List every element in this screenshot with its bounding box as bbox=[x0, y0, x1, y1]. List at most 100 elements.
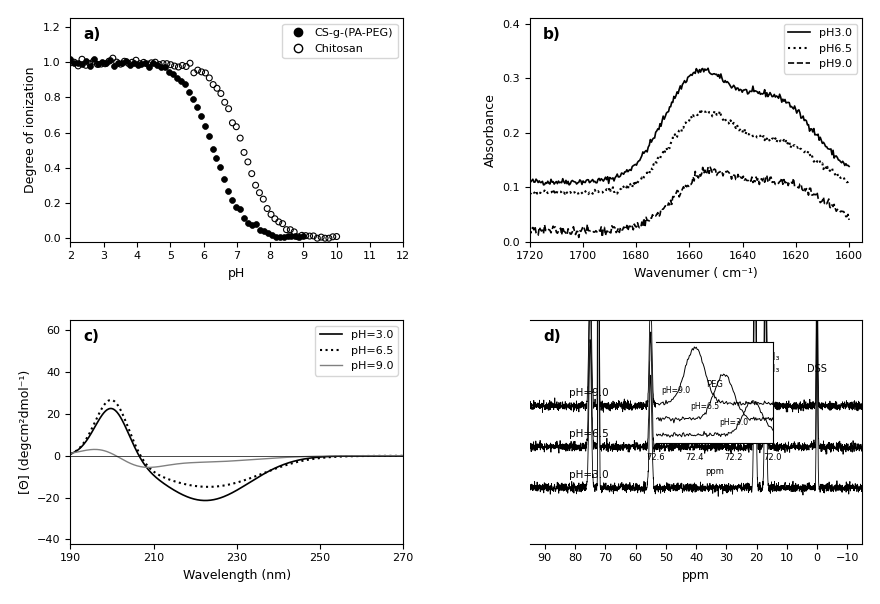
Point bbox=[260, 204, 275, 213]
Point bbox=[102, 56, 116, 66]
Point bbox=[256, 194, 270, 204]
Point bbox=[91, 60, 105, 69]
Text: pH=3.0: pH=3.0 bbox=[569, 471, 609, 480]
Point bbox=[156, 59, 170, 68]
pH=9.0 bbox=[143, 464, 154, 471]
Point bbox=[275, 219, 290, 228]
Point bbox=[164, 60, 178, 69]
Point bbox=[117, 56, 131, 66]
Point bbox=[314, 233, 328, 242]
Point bbox=[86, 56, 100, 66]
Point bbox=[194, 112, 208, 121]
Line: pH3.0: pH3.0 bbox=[530, 68, 849, 185]
pH3.0 bbox=[564, 181, 575, 188]
pH=3.0 bbox=[198, 497, 209, 504]
pH=6.5 bbox=[65, 451, 76, 458]
Y-axis label: Absorbance: Absorbance bbox=[484, 93, 496, 167]
Point bbox=[210, 83, 224, 93]
Point bbox=[206, 80, 220, 89]
pH9.0 bbox=[525, 230, 536, 237]
Point bbox=[135, 59, 149, 68]
pH6.5 bbox=[574, 191, 584, 199]
Point bbox=[253, 188, 267, 198]
Text: a): a) bbox=[84, 27, 101, 42]
Point bbox=[75, 54, 89, 64]
Point bbox=[186, 94, 200, 103]
X-axis label: ppm: ppm bbox=[682, 569, 710, 582]
Legend: CS-g-(PA-PEG), Chitosan: CS-g-(PA-PEG), Chitosan bbox=[282, 24, 398, 58]
Point bbox=[306, 231, 320, 241]
Point bbox=[303, 231, 317, 241]
pH=6.5 bbox=[198, 483, 209, 490]
Point bbox=[214, 89, 228, 98]
pH=3.0 bbox=[201, 497, 211, 504]
pH=3.0 bbox=[174, 490, 185, 497]
Point bbox=[67, 59, 81, 68]
Point bbox=[217, 175, 231, 184]
Point bbox=[202, 73, 216, 83]
Point bbox=[289, 231, 303, 240]
Point bbox=[287, 227, 301, 237]
Line: pH=3.0: pH=3.0 bbox=[70, 408, 403, 501]
Point bbox=[330, 232, 344, 242]
Legend: pH=3.0, pH=6.5, pH=9.0: pH=3.0, pH=6.5, pH=9.0 bbox=[315, 326, 398, 376]
Point bbox=[143, 62, 157, 71]
Point bbox=[75, 59, 89, 69]
Point bbox=[292, 233, 306, 242]
Point bbox=[148, 57, 162, 67]
Point bbox=[221, 185, 235, 195]
Point bbox=[141, 59, 155, 69]
pH=6.5 bbox=[106, 396, 116, 403]
pH9.0 bbox=[524, 225, 535, 233]
Point bbox=[127, 59, 141, 68]
pH9.0 bbox=[705, 164, 715, 171]
Legend: pH3.0, pH6.5, pH9.0: pH3.0, pH6.5, pH9.0 bbox=[784, 24, 857, 74]
Point bbox=[280, 225, 294, 234]
Point bbox=[136, 57, 150, 67]
Point bbox=[129, 56, 143, 65]
pH3.0 bbox=[703, 65, 714, 72]
Point bbox=[230, 122, 244, 132]
Point bbox=[63, 58, 77, 68]
Point bbox=[322, 233, 336, 243]
pH6.5 bbox=[844, 178, 854, 185]
pH=9.0 bbox=[276, 454, 287, 461]
Point bbox=[114, 59, 128, 68]
pH=9.0 bbox=[65, 450, 76, 457]
Point bbox=[111, 58, 125, 68]
Point bbox=[225, 118, 239, 127]
Point bbox=[121, 59, 136, 68]
Point bbox=[87, 54, 101, 64]
Point bbox=[217, 97, 231, 107]
Point bbox=[110, 57, 124, 67]
Point bbox=[79, 56, 93, 65]
Line: pH9.0: pH9.0 bbox=[530, 167, 849, 237]
Point bbox=[133, 59, 147, 68]
Point bbox=[162, 68, 176, 77]
pH=6.5 bbox=[307, 455, 318, 463]
Point bbox=[237, 147, 251, 157]
Point bbox=[174, 76, 188, 86]
Point bbox=[229, 203, 243, 213]
pH9.0 bbox=[715, 167, 726, 174]
pH=3.0 bbox=[309, 454, 319, 461]
Y-axis label: [Θ] (degcm²dmol⁻¹): [Θ] (degcm²dmol⁻¹) bbox=[18, 370, 32, 494]
Point bbox=[152, 60, 166, 69]
Point bbox=[154, 62, 168, 71]
X-axis label: Wavenumer ( cm⁻¹): Wavenumer ( cm⁻¹) bbox=[634, 267, 758, 280]
Point bbox=[94, 59, 108, 69]
Point bbox=[144, 58, 158, 68]
pH=9.0 bbox=[175, 460, 186, 467]
Point bbox=[98, 59, 112, 69]
Point bbox=[253, 225, 267, 235]
pH3.0 bbox=[715, 70, 726, 77]
Point bbox=[191, 65, 205, 75]
Point bbox=[248, 181, 262, 190]
Point bbox=[318, 233, 332, 243]
Point bbox=[222, 104, 236, 114]
Point bbox=[284, 231, 298, 240]
Point bbox=[138, 58, 152, 68]
pH9.0 bbox=[796, 180, 806, 187]
pH=9.0 bbox=[199, 458, 209, 466]
pH=6.5 bbox=[309, 455, 319, 463]
